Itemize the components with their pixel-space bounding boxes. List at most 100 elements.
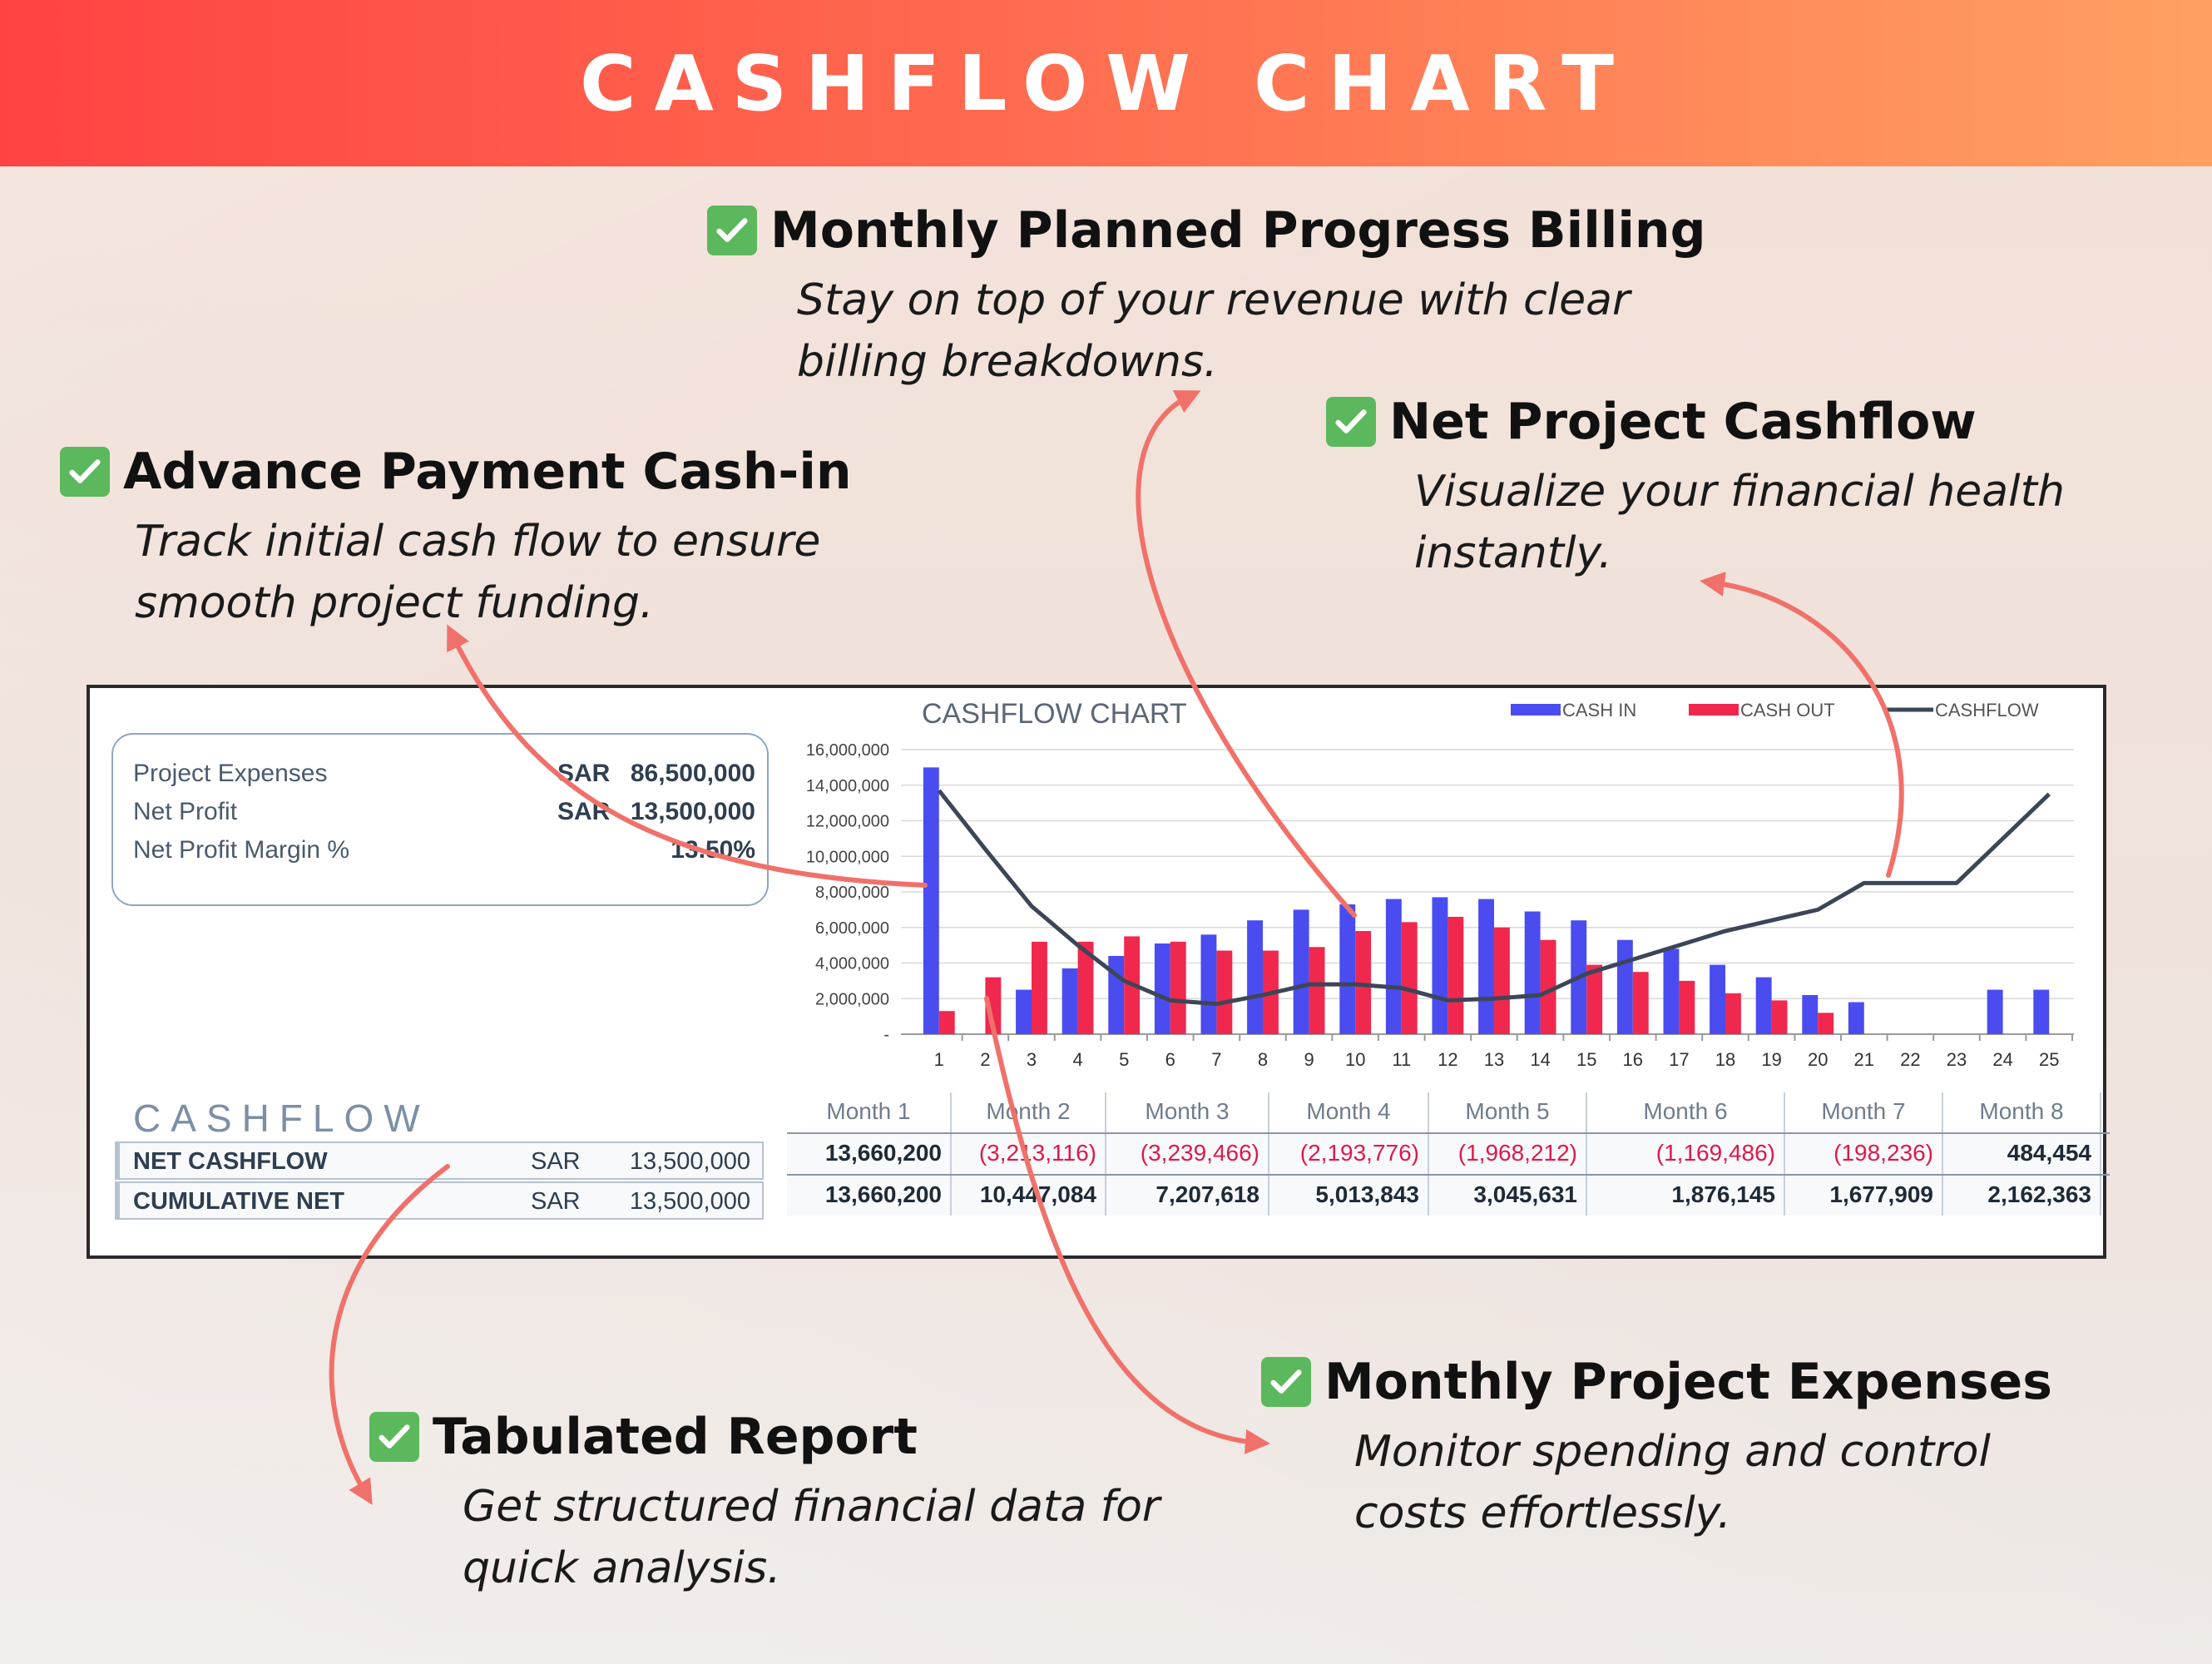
bar-cash-out [1586,964,1603,1034]
summary-value: 86,500,000 [630,760,755,787]
month-header: Month 5 [1429,1092,1587,1132]
table-header-row: Month 1 Month 2 Month 3 Month 4 Month 5 Month… [787,1092,2110,1132]
callout-description-line: Track initial cash flow to ensure [135,517,821,567]
bar-cash-out [1540,939,1556,1034]
cumulative-net-cell: 2,162,363 [1943,1176,2101,1216]
x-tick-label: 7 [1211,1049,1221,1070]
month-header: Month 1 [787,1092,952,1132]
bar-cash-in [1293,909,1309,1034]
bar-cash-out [1447,916,1464,1034]
table-row: NET CASHFLOW SAR 13,500,000 [115,1142,764,1180]
row-value: 13,500,000 [629,1148,750,1175]
x-tick-label: 4 [1072,1049,1082,1070]
cumulative-net-cell: 3,045,631 [1429,1176,1587,1216]
summary-row: Net Profit SAR 13,500,000 [133,798,767,836]
net-cashflow-cell: (1,169,486) [1587,1134,1785,1174]
checkmark-icon [60,447,110,497]
line-cashflow [937,789,2051,1007]
callout-description-line: Monitor spending and control [1354,1427,1991,1477]
spreadsheet-panel: Project Expenses SAR 86,500,000 Net Prof… [87,685,2110,1259]
bar-cash-in [1385,899,1402,1034]
bar-cash-in [1987,989,2003,1034]
callout-tabulated-report: Tabulated Report Get structured financia… [369,1408,1160,1599]
chart-title: CASHFLOW CHART [922,698,1187,730]
bar-cash-out [1725,993,1741,1034]
callout-description-line: smooth project funding. [135,578,654,628]
bar-cash-out [1632,972,1649,1034]
bar-cash-in [1154,943,1170,1034]
summary-row: Project Expenses SAR 86,500,000 [133,760,767,798]
table-row-cumulative-net: 13,660,200 10,447,084 7,207,618 5,013,843 3,… [787,1174,2110,1216]
x-tick-label: 15 [1576,1049,1596,1070]
bar-cash-in [1755,977,1772,1034]
x-tick-label: 21 [1854,1049,1874,1070]
bar-cash-in [1432,897,1448,1034]
bar-cash-out [1309,947,1325,1034]
callout-title: Net Project Cashflow [1389,393,1977,451]
x-tick-label: 18 [1715,1049,1735,1070]
callout-description-line: quick analysis. [463,1543,781,1593]
callout-description-line: costs effortlessly. [1354,1488,1731,1538]
callout-description-line: Stay on top of your revenue with clear [797,275,1631,325]
y-tick-label: 16,000,000 [806,741,889,760]
net-cashflow-cell: (3,213,116) [952,1134,1106,1174]
bar-cash-out [1401,922,1418,1034]
x-tick-label: 2 [980,1049,990,1070]
summary-currency: SAR [557,760,611,787]
bar-cash-in [1247,920,1263,1034]
cumulative-net-cell: 10,447,084 [952,1176,1106,1216]
callout-title: Monthly Project Expenses [1324,1353,2052,1411]
x-tick-label: 17 [1669,1049,1689,1070]
summary-value: 13,500,000 [630,798,755,825]
x-tick-label: 13 [1484,1049,1504,1070]
callout-billing: Monthly Planned Progress Billing Stay on… [707,201,1706,393]
x-tick-label: 16 [1623,1049,1643,1070]
y-tick-label: 4,000,000 [815,955,889,973]
checkmark-icon [1326,397,1376,447]
callout-description-line: Visualize your financial health [1414,467,2065,517]
page-title: CASHFLOW CHART [579,38,1633,128]
bar-cash-out [1355,931,1372,1034]
x-tick-label: 5 [1119,1049,1129,1070]
bar-cash-out [1494,927,1510,1034]
bar-cash-out [1679,980,1695,1034]
bar-cash-in [1663,948,1680,1034]
callout-title: Tabulated Report [433,1408,918,1466]
net-cashflow-cell: (2,193,776) [1269,1134,1429,1174]
bar-cash-in [1524,911,1541,1034]
x-tick-label: 10 [1345,1049,1365,1070]
row-label: NET CASHFLOW [133,1148,328,1175]
callout-net-cashflow: Net Project Cashflow Visualize your fina… [1326,393,2065,584]
summary-box: Project Expenses SAR 86,500,000 Net Prof… [111,733,769,906]
table-row-net-cashflow: 13,660,200 (3,213,116) (3,239,466) (2,193,7… [787,1132,2110,1174]
y-tick-label: - [883,1026,889,1044]
month-header: Month 4 [1269,1092,1429,1132]
legend-swatch-cash-in [1511,704,1561,716]
legend-label: CASH OUT [1740,700,1835,721]
summary-label: Net Profit [133,798,238,825]
x-tick-label: 24 [1992,1049,2012,1070]
cashflow-chart: CASHFLOW CHART - 2,000,000 4,000,000 6,000,0… [806,698,2074,1070]
y-tick-label: 12,000,000 [806,813,889,831]
month-header: Month 2 [952,1092,1106,1132]
month-header: Month 7 [1785,1092,1943,1132]
bar-cash-in [1108,955,1125,1034]
bar-cash-out [938,1011,955,1034]
cumulative-net-cell: 1,876,145 [1587,1176,1785,1216]
cumulative-net-cell: 13,660,200 [787,1176,952,1216]
y-tick-label: 14,000,000 [806,777,889,795]
bar-cash-in [1710,964,1725,1034]
row-value: 13,500,000 [629,1188,750,1215]
summary-label: Project Expenses [133,760,328,787]
y-tick-label: 10,000,000 [806,848,889,866]
callout-title: Advance Payment Cash-in [123,443,852,501]
bar-cash-in [1339,904,1356,1034]
callout-title: Monthly Planned Progress Billing [770,201,1706,260]
bar-cash-out [1818,1013,1834,1034]
bar-cash-in [2033,989,2050,1034]
x-tick-label: 25 [2039,1049,2059,1070]
net-cashflow-cell: (198,236) [1785,1134,1943,1174]
callout-description-line: Get structured financial data for [463,1482,1160,1532]
header-banner: CASHFLOW CHART [0,0,2212,166]
x-tick-label: 3 [1027,1049,1037,1070]
